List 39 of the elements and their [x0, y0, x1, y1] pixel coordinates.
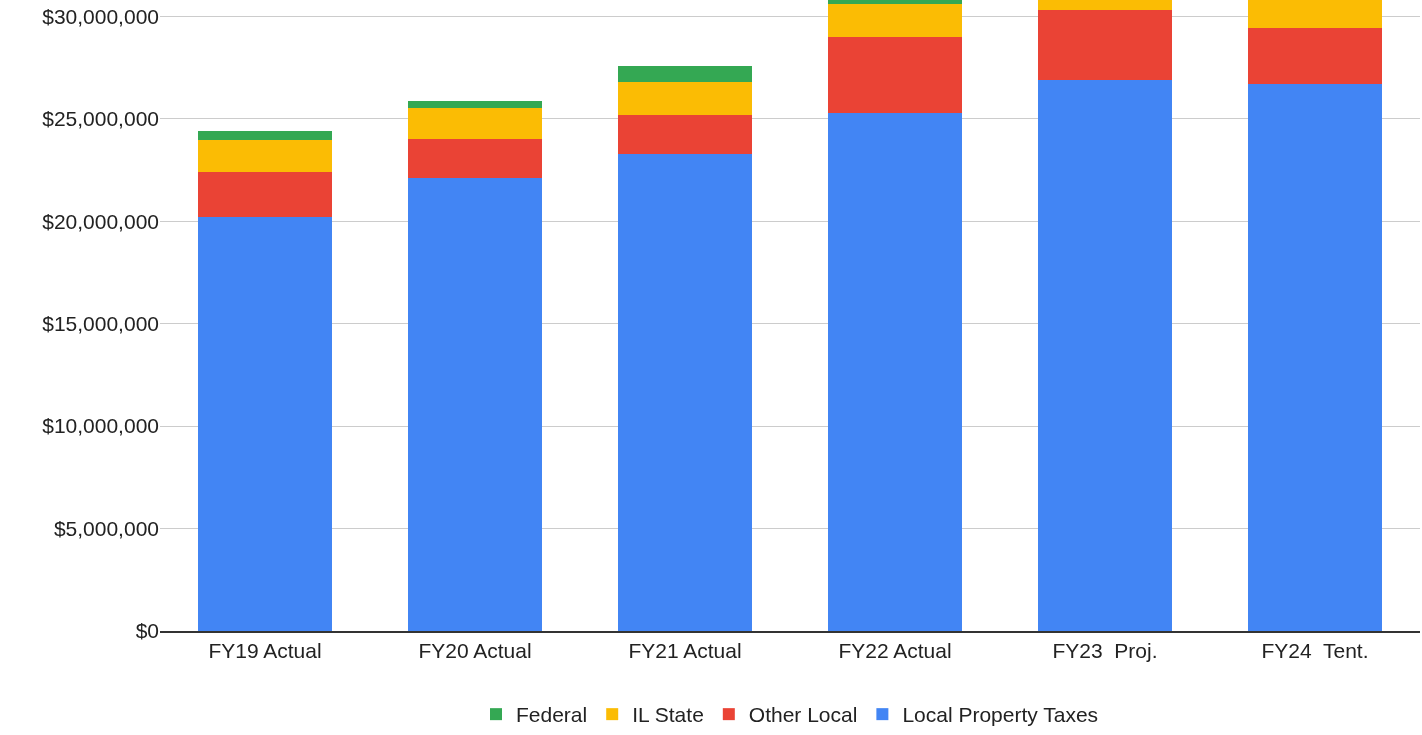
y-tick-label: $15,000,000: [42, 312, 159, 336]
bar: [827, 36, 963, 113]
y-tick-label: $10,000,000: [42, 414, 159, 438]
bar: [617, 81, 753, 115]
bar: [1247, 84, 1383, 631]
legend-label: IL State: [632, 703, 704, 727]
x-tick-label: FY23 Proj.: [1052, 639, 1158, 663]
bar: [407, 139, 543, 179]
x-tick-label: FY22 Actual: [838, 639, 952, 663]
y-tick-label: $5,000,000: [53, 516, 159, 540]
bar: [197, 172, 333, 218]
legend-label: Other Local: [748, 703, 858, 727]
bar: [827, 0, 963, 5]
bar: [617, 153, 753, 631]
bar: [1037, 0, 1173, 11]
bar: [407, 178, 543, 631]
x-tick-label: FY20 Actual: [418, 639, 532, 663]
bar: [197, 131, 333, 141]
bar: [1247, 0, 1383, 28]
legend-label: Federal: [516, 703, 588, 727]
y-tick-label: $30,000,000: [42, 4, 159, 28]
bar: [197, 140, 333, 173]
bar: [827, 112, 963, 631]
x-tick-label: FY19 Actual: [208, 639, 322, 663]
y-tick-label: $0: [135, 619, 159, 643]
bar: [1037, 79, 1173, 631]
bar: [827, 4, 963, 37]
legend-label: Local Property Taxes: [902, 703, 1099, 727]
bar: [197, 217, 333, 631]
bar: [407, 101, 543, 108]
y-tick-label: $25,000,000: [42, 107, 159, 131]
y-tick-label: $20,000,000: [42, 209, 159, 233]
bar: [407, 107, 543, 140]
bar: [1037, 10, 1173, 80]
bar: [1247, 27, 1383, 84]
x-tick-label: FY24 Tent.: [1261, 639, 1369, 663]
bar: [617, 66, 753, 82]
bar: [617, 114, 753, 154]
x-tick-label: FY21 Actual: [628, 639, 742, 663]
